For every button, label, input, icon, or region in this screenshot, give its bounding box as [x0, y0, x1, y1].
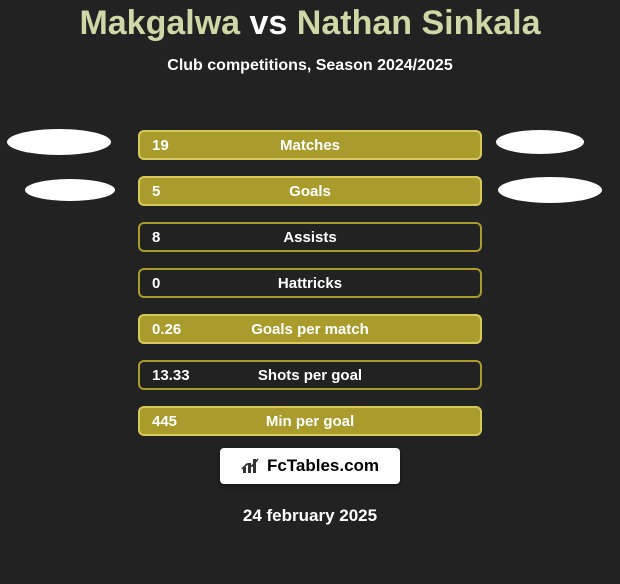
page-title: Makgalwa vs Nathan Sinkala — [0, 4, 620, 43]
stat-bar: 8Assists — [138, 222, 482, 252]
stat-label: Shots per goal — [140, 367, 480, 384]
stat-row: 0.26Goals per match — [0, 306, 620, 352]
title-player2: Nathan Sinkala — [297, 4, 541, 42]
stat-label: Min per goal — [140, 413, 480, 430]
stat-row: 5Goals — [0, 168, 620, 214]
brand-badge: FcTables.com — [220, 448, 400, 484]
title-player1: Makgalwa — [79, 4, 240, 42]
stat-label: Assists — [140, 229, 480, 246]
stat-row: 0Hattricks — [0, 260, 620, 306]
title-vs: vs — [250, 4, 288, 42]
subtitle: Club competitions, Season 2024/2025 — [0, 57, 620, 75]
right-comparison-marker — [498, 177, 602, 203]
stats-area: 19Matches 5Goals 8Assists 0Hattricks 0.26Goa… — [0, 122, 620, 444]
stat-bar: 445Min per goal — [138, 406, 482, 436]
stat-row: 8Assists — [0, 214, 620, 260]
stat-bar: 5Goals — [138, 176, 482, 206]
right-comparison-marker — [496, 130, 584, 154]
stat-bar: 0Hattricks — [138, 268, 482, 298]
left-comparison-marker — [25, 179, 115, 201]
stat-row: 13.33Shots per goal — [0, 352, 620, 398]
stat-row: 445Min per goal — [0, 398, 620, 444]
left-comparison-marker — [7, 129, 111, 155]
stat-label: Matches — [140, 137, 480, 154]
stat-bar: 19Matches — [138, 130, 482, 160]
stat-label: Goals per match — [140, 321, 480, 338]
stat-label: Hattricks — [140, 275, 480, 292]
stat-label: Goals — [140, 183, 480, 200]
brand-chart-icon — [241, 457, 261, 475]
footer-date: 24 february 2025 — [0, 506, 620, 526]
stat-row: 19Matches — [0, 122, 620, 168]
brand-text: FcTables.com — [267, 456, 379, 476]
stat-bar: 0.26Goals per match — [138, 314, 482, 344]
stat-bar: 13.33Shots per goal — [138, 360, 482, 390]
